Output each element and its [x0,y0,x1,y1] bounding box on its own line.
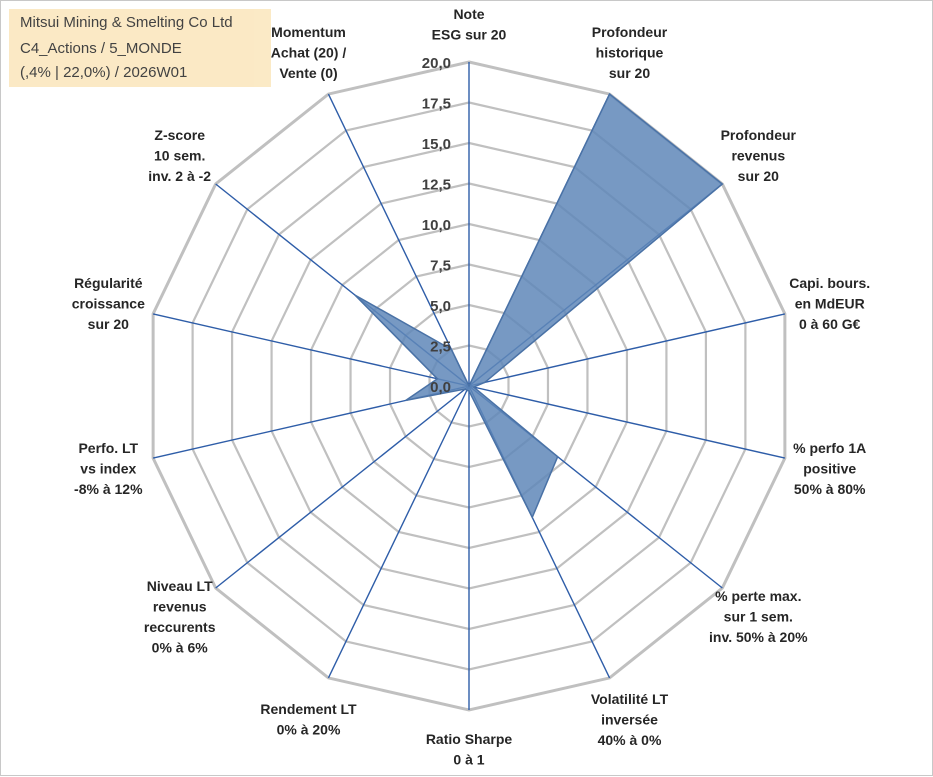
tick-label: 10,0 [422,217,451,234]
axis-label: Z-score 10 sem. inv. 2 à -2 [148,127,211,184]
series-area [354,92,724,520]
axis-spoke [152,313,470,387]
tick-label: 0,0 [430,379,451,396]
axis-label: Profondeur historique sur 20 [592,24,668,81]
radar-series [354,92,724,520]
axis-label: Niveau LT revenus reccurents 0% à 6% [144,578,216,656]
radar-tick-labels: 0,0 2,5 5,0 7,5 10,0 12,5 15,0 17,5 20,0 [422,55,451,396]
tick-label: 17,5 [422,96,451,113]
radar-axis-labels: Note ESG sur 20 Profondeur historique sur 20… [72,6,870,768]
axis-spoke [468,385,786,459]
title-company: Mitsui Mining & Smelting Co Ltd [20,14,233,31]
axis-label: % perfo 1A positive 50% à 80% [793,440,866,497]
axis-label: % perte max. sur 1 sem. inv. 50% à 20% [709,588,808,645]
axis-label: Rendement LT 0% à 20% [260,701,357,738]
axis-label: Ratio Sharpe 0 à 1 [426,731,513,768]
tick-label: 15,0 [422,136,451,153]
tick-label: 7,5 [430,258,451,275]
axis-spoke [468,313,786,387]
axis-spoke [327,385,470,679]
axis-label: Capi. bours. en MdEUR 0 à 60 G€ [789,275,870,332]
axis-label: Régularité croissance sur 20 [72,275,145,332]
axis-label: Note ESG sur 20 [432,6,507,43]
title-box: Mitsui Mining & Smelting Co Ltd C4_Actio… [9,9,271,87]
axis-label: Volatilité LT inversée 40% à 0% [591,691,669,748]
axis-label: Perfo. LT vs index -8% à 12% [74,440,143,497]
title-stats: (,4% | 22,0%) / 2026W01 [20,64,188,81]
title-category: C4_Actions / 5_MONDE [20,40,182,57]
tick-label: 2,5 [430,339,451,356]
tick-label: 20,0 [422,55,451,72]
tick-label: 5,0 [430,298,451,315]
axis-spoke [215,385,470,589]
tick-label: 12,5 [422,177,451,194]
axis-label: Profondeur revenus sur 20 [721,127,797,184]
axis-label: Momentum Achat (20) / Vente (0) [271,24,347,81]
axis-spoke [327,93,470,387]
